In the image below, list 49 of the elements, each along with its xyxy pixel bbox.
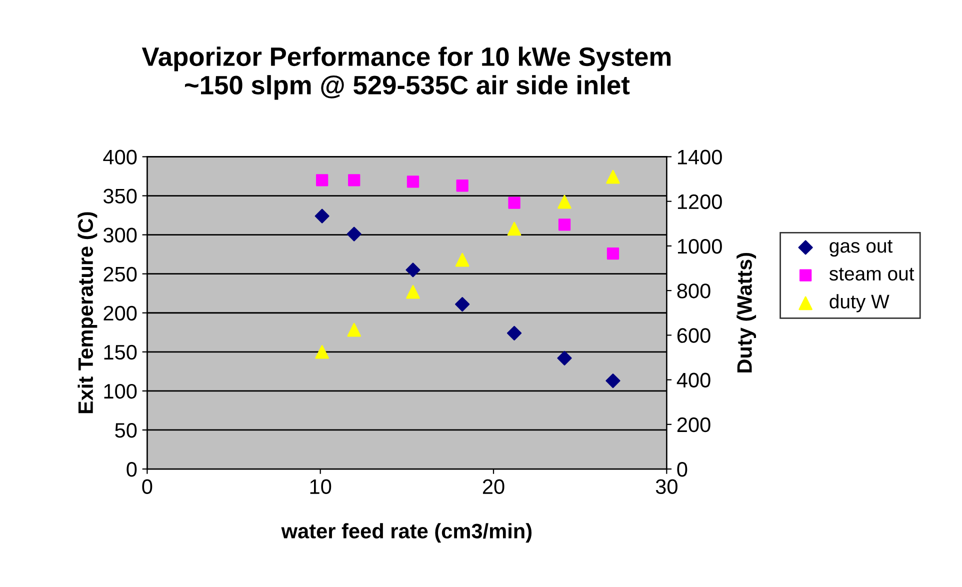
point bbox=[347, 322, 362, 337]
y-tick-label: 200 bbox=[104, 306, 137, 321]
y-tick-label: 150 bbox=[104, 344, 137, 360]
point bbox=[456, 180, 468, 192]
y2-tick-label: 800 bbox=[677, 284, 710, 298]
legend-label: steam out bbox=[829, 268, 914, 281]
x-axis-title: water feed rate (cm3/min) bbox=[281, 523, 532, 543]
point bbox=[606, 170, 620, 184]
legend-label: gas out bbox=[830, 240, 893, 257]
chart-title: Vaporizor Performance for 10 kWe System ~150 slpm @ 529-535C air side inlet bbox=[142, 46, 671, 100]
point bbox=[606, 247, 620, 260]
point bbox=[348, 174, 360, 186]
point bbox=[455, 252, 470, 267]
y-tick-label: 250 bbox=[104, 266, 137, 282]
y2-tick-label: 400 bbox=[676, 372, 710, 388]
point bbox=[558, 218, 571, 231]
y-tick-label: 300 bbox=[104, 228, 137, 243]
y-tick-label: 0 bbox=[126, 462, 137, 477]
y-tick-label: 100 bbox=[104, 384, 137, 399]
point bbox=[507, 326, 522, 340]
x-tick-label: 30 bbox=[656, 479, 678, 494]
y-tick-label: 50 bbox=[115, 422, 137, 438]
y2-tick-label: 1200 bbox=[678, 194, 722, 210]
point bbox=[455, 297, 470, 312]
point bbox=[606, 374, 620, 388]
point bbox=[558, 194, 572, 209]
y2-tick-label: 600 bbox=[677, 328, 710, 343]
y-axis-title: Exit Temperature (C) bbox=[78, 212, 98, 414]
y2-tick-label: 1000 bbox=[678, 238, 722, 254]
point bbox=[315, 345, 329, 359]
legend-label: duty W bbox=[830, 294, 890, 312]
y2-axis-title: Duty (Watts) bbox=[736, 252, 756, 372]
point bbox=[406, 176, 420, 188]
x-tick-label: 20 bbox=[482, 479, 504, 494]
y2-tick-label: 200 bbox=[677, 417, 710, 432]
point bbox=[508, 196, 520, 209]
y2-tick-label: 0 bbox=[677, 462, 688, 477]
y2-tick-label: 1400 bbox=[678, 150, 722, 164]
y-tick-label: 400 bbox=[103, 150, 137, 164]
point bbox=[406, 284, 420, 299]
point bbox=[316, 174, 328, 186]
point bbox=[314, 208, 330, 224]
point bbox=[346, 226, 362, 242]
x-tick-label: 10 bbox=[310, 479, 332, 494]
point bbox=[406, 262, 420, 278]
point bbox=[507, 222, 522, 236]
y-tick-label: 350 bbox=[104, 188, 137, 204]
point bbox=[557, 350, 572, 366]
x-tick-label: 0 bbox=[142, 479, 152, 494]
